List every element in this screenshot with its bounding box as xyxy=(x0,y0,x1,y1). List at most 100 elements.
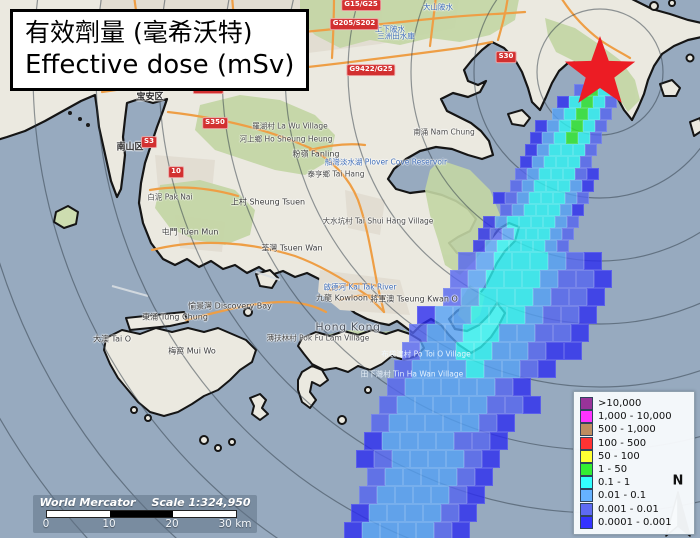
dose-cell xyxy=(416,522,434,538)
dose-cell xyxy=(549,144,561,156)
dose-cell xyxy=(569,96,581,108)
dose-cell xyxy=(473,240,485,252)
dose-cell xyxy=(412,360,430,378)
dose-cell xyxy=(479,288,497,306)
dose-cell xyxy=(359,486,377,504)
dose-cell xyxy=(563,168,575,180)
dose-cell xyxy=(497,288,515,306)
dose-cell xyxy=(515,168,527,180)
dose-cell xyxy=(434,522,452,538)
dose-cell xyxy=(409,324,427,342)
dose-cell xyxy=(512,252,530,270)
dose-cell xyxy=(514,228,526,240)
dose-cell xyxy=(497,240,509,252)
dose-cell xyxy=(380,522,398,538)
dose-cell xyxy=(382,432,400,450)
dose-cell xyxy=(564,342,582,360)
dose-cell xyxy=(550,228,562,240)
dose-cell xyxy=(379,396,397,414)
dose-cell xyxy=(576,270,594,288)
dose-cell xyxy=(413,486,431,504)
dose-cell xyxy=(420,342,438,360)
dose-cell xyxy=(505,192,517,204)
dose-cell xyxy=(513,378,531,396)
dose-cell xyxy=(436,432,454,450)
legend-label: 1 - 50 xyxy=(598,464,628,476)
legend-label: 0.0001 - 0.001 xyxy=(598,516,672,528)
scalebar-segment xyxy=(110,511,173,517)
island-lantau xyxy=(103,327,257,417)
legend-swatch xyxy=(580,515,593,529)
dose-cell xyxy=(507,306,525,324)
dose-cell xyxy=(463,324,481,342)
dose-cell xyxy=(461,288,479,306)
dose-cell xyxy=(600,108,612,120)
dose-cell xyxy=(394,360,412,378)
scalebar-tick: 0 xyxy=(42,518,50,530)
dose-legend: >10,000 1,000 - 10,000 500 - 1,000 100 - 50… xyxy=(573,391,695,535)
dose-cell xyxy=(489,306,507,324)
dose-cell xyxy=(586,84,598,96)
dose-cell xyxy=(497,414,515,432)
dose-cell xyxy=(502,360,520,378)
dose-cell xyxy=(580,156,592,168)
dose-cell xyxy=(475,468,493,486)
dose-cell xyxy=(566,132,578,144)
dose-cell xyxy=(578,132,590,144)
dose-cell xyxy=(505,396,523,414)
legend-label: 1,000 - 10,000 xyxy=(598,411,672,423)
dose-cell xyxy=(590,132,602,144)
dose-cell xyxy=(492,342,510,360)
dose-cell xyxy=(392,450,410,468)
dose-cell xyxy=(581,96,593,108)
dose-cell xyxy=(525,306,543,324)
dose-cell xyxy=(533,240,545,252)
dose-cell xyxy=(407,414,425,432)
dose-cell xyxy=(542,132,554,144)
scalebar-tick: 30 km xyxy=(218,518,252,530)
dose-cell xyxy=(438,342,456,360)
legend-swatch xyxy=(580,423,593,437)
projection-label: World Mercator xyxy=(39,496,136,509)
dose-cell xyxy=(439,468,457,486)
dose-cell xyxy=(546,180,558,192)
dose-cell xyxy=(538,228,550,240)
dose-cell xyxy=(566,252,584,270)
dose-cell xyxy=(537,144,549,156)
legend-swatch xyxy=(580,436,593,450)
dose-cell xyxy=(461,414,479,432)
dose-cell xyxy=(564,108,576,120)
dose-cell xyxy=(452,522,470,538)
scalebar-tick: 20 xyxy=(165,518,179,530)
dose-cell xyxy=(478,228,490,240)
bridges xyxy=(111,271,281,297)
dose-cell xyxy=(423,378,441,396)
dose-cell xyxy=(490,432,508,450)
dose-cell xyxy=(362,522,380,538)
dose-cell xyxy=(548,204,560,216)
dose-cell xyxy=(584,252,602,270)
dose-cell xyxy=(351,504,369,522)
dose-cell xyxy=(528,342,546,360)
legend-label: 0.01 - 0.1 xyxy=(598,490,647,502)
dose-cell xyxy=(587,168,599,180)
legend-label: 50 - 100 xyxy=(598,450,640,462)
dose-cell xyxy=(576,108,588,120)
legend-label: >10,000 xyxy=(598,398,642,410)
legend-row: >10,000 xyxy=(580,397,688,411)
dose-cell xyxy=(364,432,382,450)
legend-row: 0.1 - 1 xyxy=(580,476,688,490)
dose-cell xyxy=(464,450,482,468)
dose-cell xyxy=(445,324,463,342)
dose-cell xyxy=(522,270,540,288)
dose-cell xyxy=(448,360,466,378)
scalebar-track xyxy=(46,510,237,518)
legend-swatch xyxy=(580,502,593,516)
dose-cell xyxy=(400,432,418,450)
dose-cell xyxy=(471,306,489,324)
dose-cell xyxy=(403,468,421,486)
dose-cell xyxy=(560,204,572,216)
legend-swatch xyxy=(580,463,593,477)
dose-cell xyxy=(543,216,555,228)
dose-cell xyxy=(483,216,495,228)
